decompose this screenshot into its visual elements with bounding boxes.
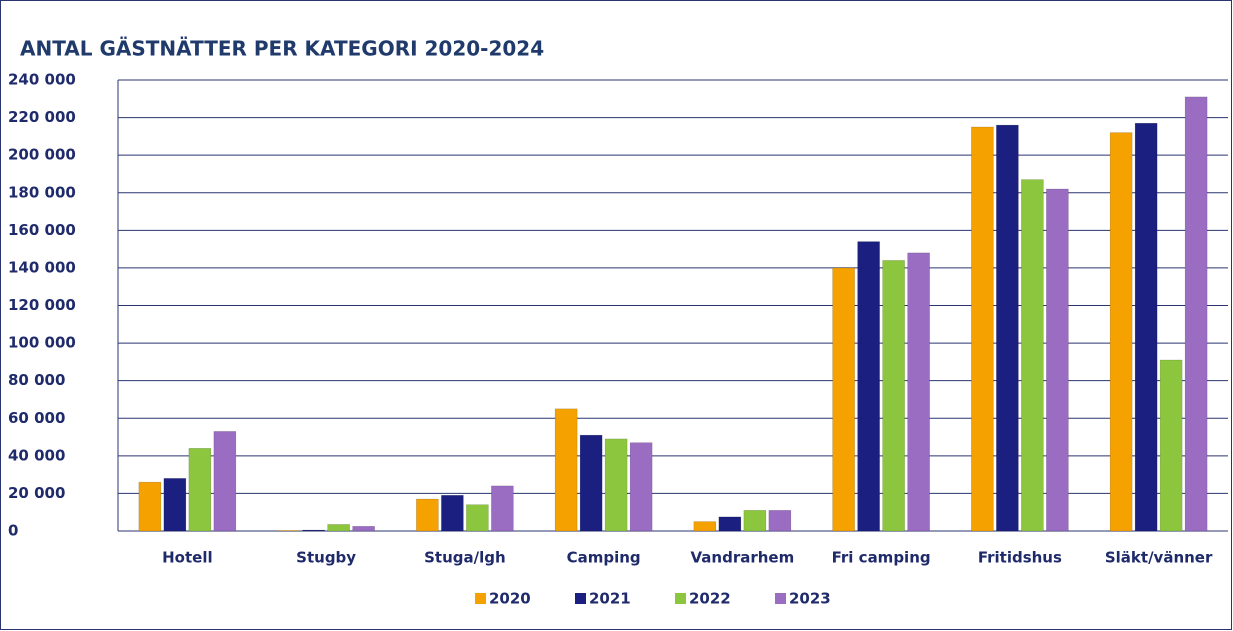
x-tick-label: Stugby <box>296 549 356 567</box>
chart-title: ANTAL GÄSTNÄTTER PER KATEGORI 2020-2024 <box>20 37 544 61</box>
bar <box>441 495 464 532</box>
bar <box>579 434 603 532</box>
bar <box>277 530 300 532</box>
bar <box>352 526 375 532</box>
legend-label: 2022 <box>689 590 731 608</box>
bar <box>466 504 489 532</box>
bar <box>416 498 439 532</box>
bar <box>832 267 855 532</box>
x-tick-label: Stuga/lgh <box>424 549 506 567</box>
bar <box>857 241 880 532</box>
y-tick-label: 40 000 <box>8 446 65 464</box>
bar <box>138 481 162 532</box>
x-tick-label: Camping <box>567 549 641 567</box>
legend-label: 2021 <box>589 590 631 608</box>
bar <box>971 126 994 532</box>
bar <box>604 438 628 532</box>
y-tick-label: 120 000 <box>8 296 76 314</box>
bar <box>629 442 653 532</box>
bar <box>907 252 930 532</box>
x-tick-label: Fri camping <box>832 549 931 567</box>
y-tick-label: 240 000 <box>8 71 76 89</box>
bar <box>213 431 237 532</box>
y-tick-label: 0 <box>8 522 18 540</box>
bar <box>302 529 325 532</box>
legend-swatch <box>575 593 586 604</box>
bar <box>768 510 792 532</box>
legend-label: 2023 <box>789 590 831 608</box>
bar <box>718 516 742 532</box>
bar <box>693 521 717 532</box>
y-tick-label: 80 000 <box>8 371 65 389</box>
x-tick-label: Hotell <box>162 549 213 567</box>
bar <box>1184 96 1208 532</box>
bar <box>188 448 212 532</box>
y-tick-label: 140 000 <box>8 258 76 276</box>
bar <box>163 478 187 532</box>
bar <box>1046 188 1069 532</box>
y-tick-label: 180 000 <box>8 183 76 201</box>
y-tick-label: 100 000 <box>8 334 76 352</box>
bar <box>1159 359 1183 532</box>
legend-swatch <box>675 593 686 604</box>
bar <box>996 124 1019 532</box>
x-tick-label: Vandrarhem <box>691 549 795 567</box>
bar <box>491 485 514 532</box>
bar <box>1021 179 1044 532</box>
legend-label: 2020 <box>489 590 531 608</box>
y-tick-label: 200 000 <box>8 146 76 164</box>
bar <box>1134 122 1158 532</box>
bar <box>882 260 905 532</box>
bar <box>327 524 350 532</box>
bar <box>743 510 767 532</box>
bar <box>554 408 578 532</box>
y-tick-label: 220 000 <box>8 108 76 126</box>
x-tick-label: Fritidshus <box>978 549 1062 567</box>
y-tick-label: 60 000 <box>8 409 65 427</box>
legend-swatch <box>475 593 486 604</box>
y-tick-label: 20 000 <box>8 484 65 502</box>
y-tick-label: 160 000 <box>8 221 76 239</box>
x-tick-label: Släkt/vänner <box>1105 549 1213 567</box>
bar <box>1109 132 1133 532</box>
legend-swatch <box>775 593 786 604</box>
